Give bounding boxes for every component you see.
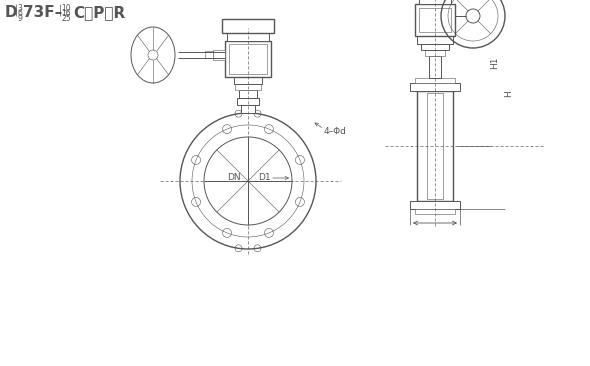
Text: DN: DN	[227, 173, 241, 183]
Bar	[235, 84, 261, 90]
Bar	[237, 98, 259, 105]
Text: 10: 10	[61, 4, 71, 13]
Bar	[425, 50, 445, 56]
Bar	[205, 51, 213, 58]
Bar	[421, 44, 449, 50]
Bar	[227, 33, 269, 41]
Bar	[410, 83, 460, 91]
Bar	[427, 93, 443, 199]
Text: 4–Φd: 4–Φd	[324, 127, 347, 135]
Text: D1: D1	[258, 173, 270, 183]
Bar	[239, 90, 257, 98]
Bar	[241, 105, 255, 113]
Bar	[222, 19, 274, 33]
Text: 25: 25	[61, 14, 71, 23]
Bar	[419, 0, 451, 4]
Text: D: D	[5, 5, 18, 20]
Bar	[234, 77, 262, 84]
Text: 6: 6	[17, 9, 22, 18]
Bar	[417, 91, 453, 201]
Text: 3: 3	[17, 4, 22, 13]
Bar	[225, 41, 271, 77]
Text: C、P、R: C、P、R	[73, 5, 125, 20]
Bar	[213, 50, 225, 60]
Bar	[419, 8, 451, 32]
Bar	[415, 78, 455, 83]
Bar	[417, 36, 453, 44]
Text: 16: 16	[61, 9, 71, 18]
Text: 9: 9	[17, 14, 22, 23]
Text: H: H	[504, 91, 513, 97]
Bar	[415, 4, 455, 36]
Bar	[229, 44, 267, 74]
Bar	[429, 56, 441, 78]
Text: 73F–: 73F–	[23, 5, 63, 20]
Text: H1: H1	[490, 56, 499, 69]
Bar	[415, 209, 455, 214]
Bar	[410, 201, 460, 209]
